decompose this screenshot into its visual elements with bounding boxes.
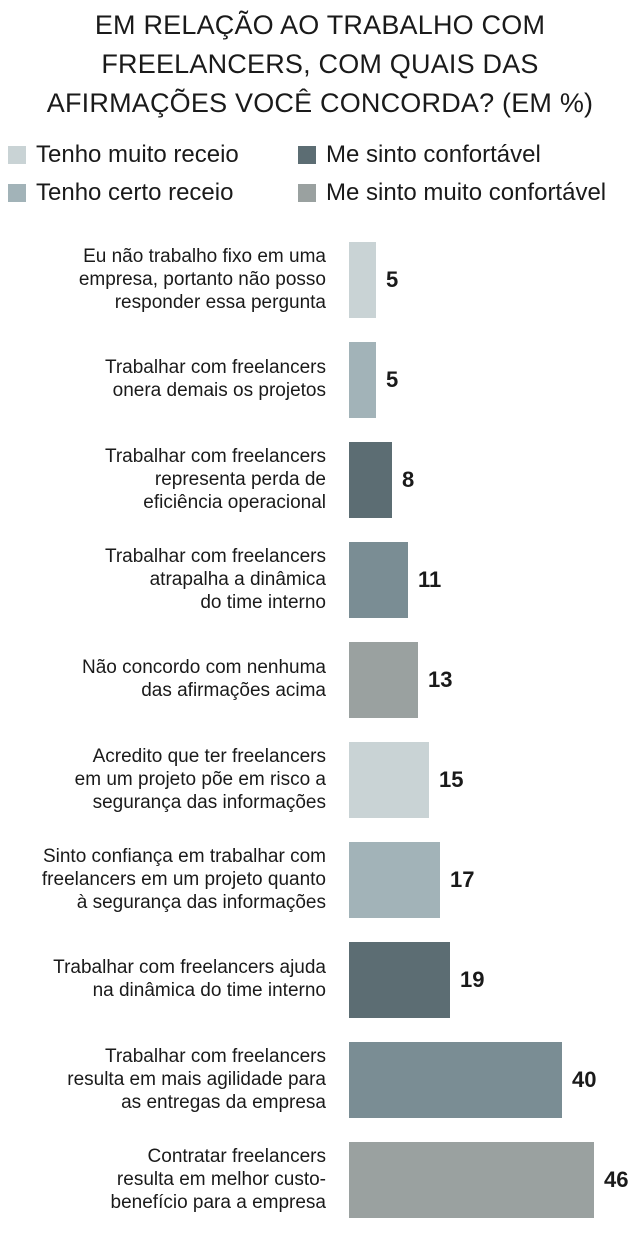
category-label-line: eficiência operacional: [143, 491, 326, 513]
legend-swatch: [298, 146, 316, 164]
bar: [349, 1042, 562, 1118]
category-label-line: empresa, portanto não posso: [78, 268, 326, 290]
legend-item: Tenho muito receio: [6, 140, 239, 170]
category-label-line: freelancers em um projeto quanto: [41, 868, 326, 890]
category-label-line: as entregas da empresa: [121, 1091, 326, 1113]
legend-swatch: [8, 184, 26, 202]
bar: [349, 442, 392, 518]
category-label-line: resulta em mais agilidade para: [67, 1068, 326, 1090]
category-label: Trabalhar com freelancers atrapalha a din…: [0, 545, 326, 614]
bar-value-label: 19: [460, 967, 485, 992]
legend-label: Me sinto confortável: [326, 141, 541, 168]
category-label-line: Acredito que ter freelancers: [92, 745, 326, 767]
legend-item: Me sinto confortável: [296, 140, 541, 170]
bar-value-label: 11: [418, 567, 442, 592]
category-label-line: Trabalhar com freelancers ajuda: [53, 957, 326, 978]
bar: [349, 1142, 594, 1218]
category-label-line: Trabalhar com freelancers: [104, 357, 326, 378]
bar: [349, 742, 429, 818]
bar-value-label: 40: [572, 1067, 597, 1092]
category-label: Acredito que ter freelancers em um projet…: [0, 745, 326, 814]
category-label-line: das afirmações acima: [141, 680, 326, 701]
chart-title-line: AFIRMAÇÕES VOCÊ CONCORDA? (EM %): [46, 88, 594, 118]
legend-item: Tenho certo receio: [6, 178, 233, 208]
bar-value-label: 46: [604, 1167, 629, 1192]
category-label-line: do time interno: [200, 591, 326, 613]
bar-value-label: 5: [386, 367, 399, 392]
category-label-line: atrapalha a dinâmica: [149, 568, 326, 590]
category-label-line: segurança das informações: [92, 791, 326, 813]
bar-value-label: 5: [386, 267, 399, 292]
bar-value-label: 17: [450, 867, 475, 892]
bar: [349, 642, 418, 718]
bar-value-label: 13: [428, 667, 453, 692]
category-label-line: resulta em melhor custo-: [116, 1168, 326, 1190]
category-label-line: Contratar freelancers: [147, 1145, 326, 1167]
legend-swatch: [8, 146, 26, 164]
category-label: Trabalhar com freelancers resulta em mais…: [0, 1045, 326, 1114]
bar: [349, 342, 376, 418]
bar: [349, 942, 450, 1018]
category-label: Não concordo com nenhuma das afirmações a…: [0, 656, 326, 702]
category-label-line: Eu não trabalho fixo em uma: [83, 245, 326, 267]
category-label-line: Sinto confiança em trabalhar com: [42, 845, 326, 867]
bar: [349, 542, 408, 618]
category-label-line: em um projeto põe em risco a: [74, 768, 326, 790]
category-label-line: Trabalhar com freelancers: [104, 545, 326, 567]
bar: [349, 842, 440, 918]
category-label: Eu não trabalho fixo em uma empresa, port…: [0, 245, 326, 314]
category-label: Contratar freelancers resulta em melhor c…: [0, 1145, 326, 1214]
bar-value-label: 8: [402, 467, 415, 492]
category-label-line: benefício para a empresa: [110, 1191, 326, 1213]
category-label: Trabalhar com freelancers ajuda na dinâmi…: [0, 956, 326, 1002]
legend-label: Tenho certo receio: [36, 179, 234, 206]
category-label-line: na dinâmica do time interno: [92, 980, 326, 1001]
category-label-line: Trabalhar com freelancers: [104, 445, 326, 467]
category-label-line: onera demais os projetos: [112, 380, 326, 401]
category-label-line: Trabalhar com freelancers: [104, 1045, 326, 1067]
chart-title-line: EM RELAÇÃO AO TRABALHO COM: [94, 10, 546, 40]
legend-label: Me sinto muito confortável: [326, 179, 607, 206]
category-label-line: Não concordo com nenhuma: [82, 657, 326, 678]
bar-value-label: 15: [439, 767, 464, 792]
category-label-line: responder essa pergunta: [114, 291, 326, 313]
category-label-line: representa perda de: [154, 468, 326, 490]
bar: [349, 242, 376, 318]
category-label: Sinto confiança em trabalhar com freelanc…: [0, 845, 326, 914]
legend: Tenho muito receio Me sinto confortável …: [0, 140, 640, 220]
chart-title-line: FREELANCERS, COM QUAIS DAS: [101, 49, 539, 79]
legend-swatch: [298, 184, 316, 202]
chart-title: EM RELAÇÃO AO TRABALHO COM FREELANCERS, …: [0, 6, 640, 123]
category-label-line: à segurança das informações: [76, 891, 326, 913]
legend-item: Me sinto muito confortável: [296, 178, 606, 208]
legend-label: Tenho muito receio: [36, 141, 239, 168]
category-label: Trabalhar com freelancers onera demais os…: [0, 356, 326, 402]
category-label: Trabalhar com freelancers representa perd…: [0, 445, 326, 514]
